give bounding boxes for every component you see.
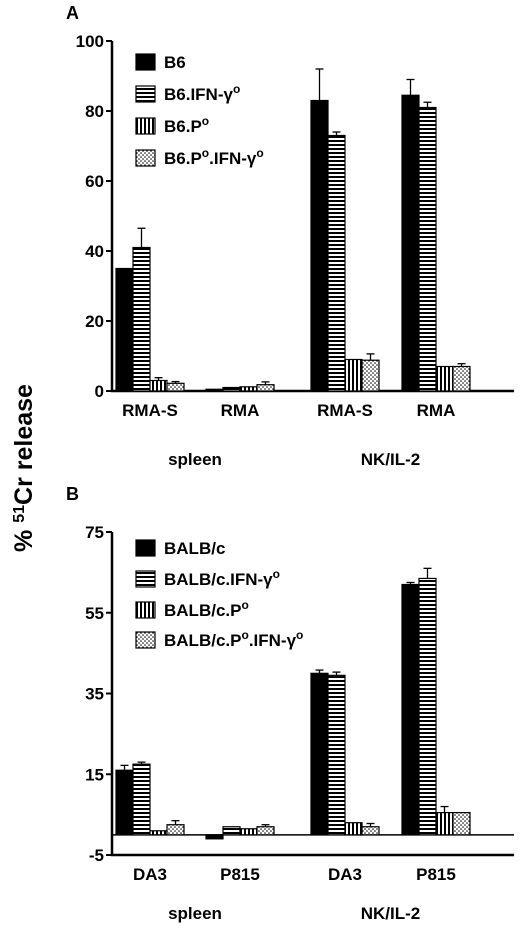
bar <box>418 106 437 392</box>
category-label: RMA-S <box>122 401 178 420</box>
bar <box>166 824 185 836</box>
bar <box>149 379 168 392</box>
group-label: spleen <box>168 450 222 469</box>
y-tick-label: 0 <box>95 382 104 401</box>
bar <box>452 812 471 836</box>
bar <box>205 388 224 392</box>
group-label: spleen <box>168 904 222 923</box>
category-label: P815 <box>416 865 456 884</box>
legend-label: B6.Po <box>164 114 209 136</box>
y-tick-label: 100 <box>76 32 104 51</box>
y-tick-label: 80 <box>85 102 104 121</box>
y-tick-label: 35 <box>85 685 104 704</box>
panel-label: A <box>66 3 79 23</box>
bar <box>327 134 346 392</box>
legend-label: BALB/c.Po.IFN-γo <box>164 628 303 650</box>
bar <box>239 828 258 836</box>
bar <box>401 94 420 392</box>
legend-swatch <box>135 53 156 71</box>
legend-label: BALB/c.Po <box>164 598 249 620</box>
bar <box>132 246 151 392</box>
y-axis-label-suffix: Cr release <box>10 384 38 505</box>
bar <box>149 830 168 836</box>
legend-swatch <box>135 117 156 135</box>
bar <box>310 672 329 836</box>
y-tick-label: -5 <box>89 846 104 865</box>
y-axis-label-superscript: 51 <box>11 505 28 523</box>
bar <box>327 674 346 836</box>
category-label: RMA <box>221 401 260 420</box>
bar <box>256 384 275 392</box>
y-axis-label: % 51Cr release <box>10 384 38 552</box>
y-tick-label: 60 <box>85 172 104 191</box>
y-axis-label-prefix: % <box>10 523 38 552</box>
bar <box>310 99 329 392</box>
bar <box>344 822 363 836</box>
bar <box>115 769 134 836</box>
legend-swatch <box>135 149 156 167</box>
bar <box>256 826 275 836</box>
category-label: DA3 <box>328 865 362 884</box>
y-tick-label: 75 <box>85 523 104 542</box>
category-label: RMA <box>417 401 456 420</box>
legend-swatch <box>135 631 156 649</box>
legend-label: BALB/c <box>164 539 225 558</box>
panel-label: B <box>66 484 79 504</box>
bar <box>222 826 241 836</box>
legend-swatch <box>135 570 156 588</box>
y-tick-label: 15 <box>85 765 104 784</box>
bar <box>401 583 420 836</box>
y-tick-label: 55 <box>85 604 104 623</box>
bar <box>435 812 454 836</box>
legend-swatch <box>135 601 156 619</box>
panel-b: B -5 15 35 55 75 DA3 P815 DA3 P815 spleen NK/IL-2 BA… <box>66 484 514 923</box>
y-tick-label: 20 <box>85 312 104 331</box>
category-label: P815 <box>220 865 260 884</box>
group-label: NK/IL-2 <box>361 450 421 469</box>
bar <box>132 763 151 836</box>
legend-label: B6 <box>164 53 186 72</box>
y-tick-label: 40 <box>85 242 104 261</box>
panel-a: A 0 20 40 60 80 100 RMA-S RMA RMA-S RMA spleen NK/IL… <box>66 3 514 469</box>
bar <box>344 358 363 392</box>
category-label: DA3 <box>133 865 167 884</box>
legend-label: B6.IFN-γo <box>164 82 240 104</box>
bar <box>452 365 471 392</box>
category-label: RMA-S <box>317 401 373 420</box>
legend-label: BALB/c.IFN-γo <box>164 567 280 589</box>
legend-label: B6.Po.IFN-γo <box>164 146 264 168</box>
group-label: NK/IL-2 <box>361 904 421 923</box>
bar <box>205 834 224 840</box>
bar <box>166 382 185 392</box>
bar <box>418 577 437 836</box>
bar <box>115 267 134 392</box>
bar <box>435 365 454 392</box>
bar <box>222 386 241 392</box>
legend-swatch <box>135 539 156 557</box>
bar <box>239 386 258 392</box>
legend-swatch <box>135 85 156 103</box>
bar <box>361 826 380 836</box>
bar <box>361 359 380 392</box>
